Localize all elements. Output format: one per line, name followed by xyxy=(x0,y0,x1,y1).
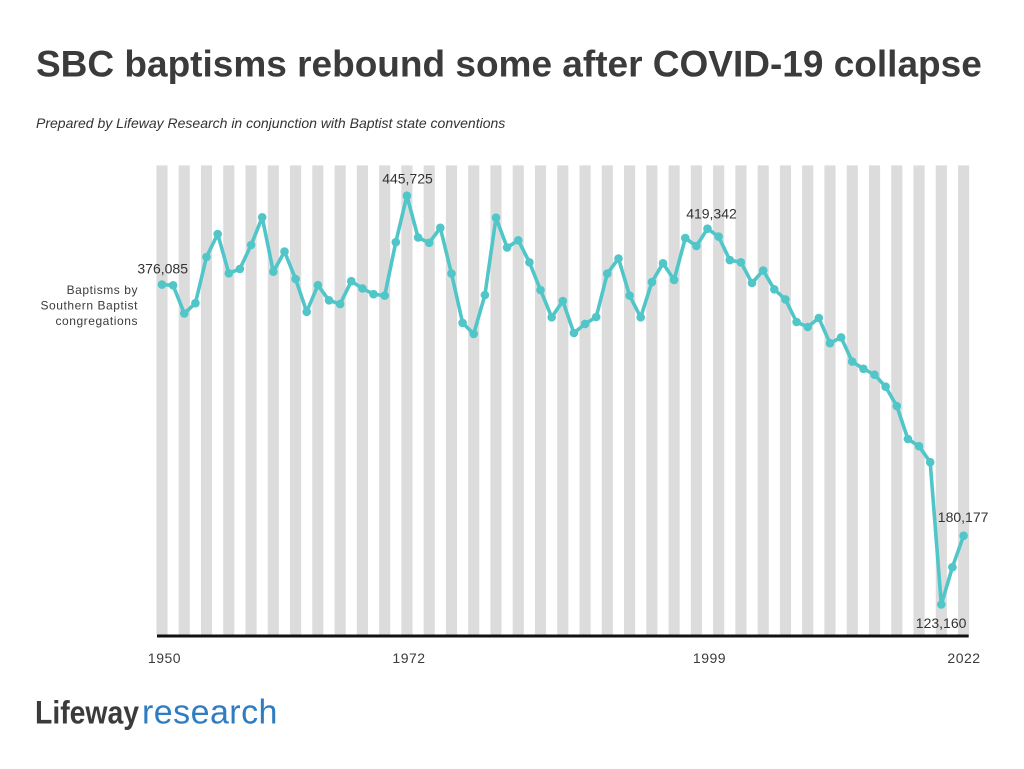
svg-text:2022: 2022 xyxy=(947,650,980,666)
svg-text:research: research xyxy=(142,694,278,732)
svg-text:Lifeway: Lifeway xyxy=(35,695,139,731)
svg-text:Prepared by Lifeway Research i: Prepared by Lifeway Research in conjunct… xyxy=(36,115,505,131)
svg-text:376,085: 376,085 xyxy=(137,261,188,277)
svg-text:1950: 1950 xyxy=(148,650,181,666)
svg-text:1999: 1999 xyxy=(693,650,726,666)
svg-text:123,160: 123,160 xyxy=(916,615,967,631)
svg-text:congregations: congregations xyxy=(55,314,138,328)
svg-text:419,342: 419,342 xyxy=(686,205,737,221)
svg-text:Southern Baptist: Southern Baptist xyxy=(40,299,138,313)
svg-text:180,177: 180,177 xyxy=(938,509,989,525)
svg-text:445,725: 445,725 xyxy=(382,171,433,187)
svg-text:SBC baptisms rebound some afte: SBC baptisms rebound some after COVID-19… xyxy=(36,43,982,84)
svg-text:Baptisms by: Baptisms by xyxy=(67,283,138,297)
svg-text:1972: 1972 xyxy=(392,650,425,666)
